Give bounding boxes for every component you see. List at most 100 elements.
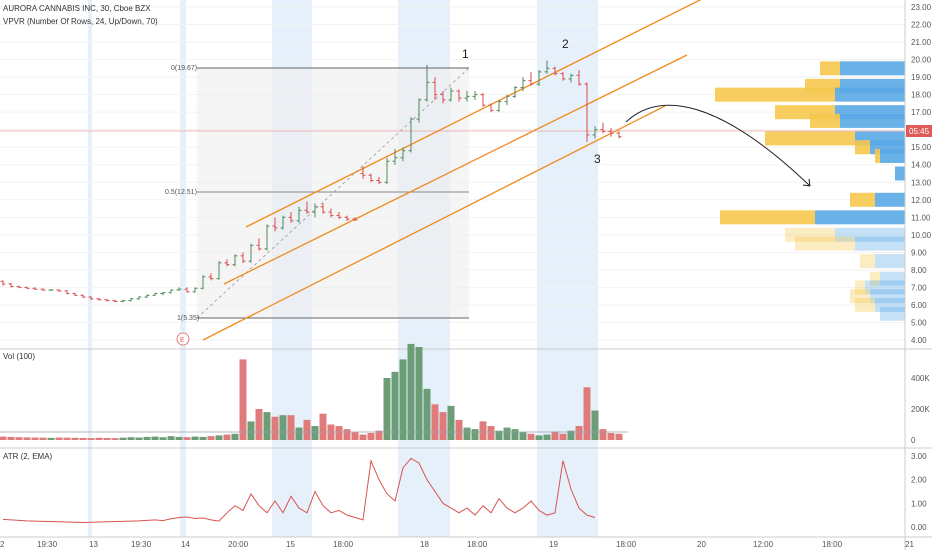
price-tick-0: 4.00 <box>911 336 927 345</box>
candle-11 <box>88 296 94 300</box>
volume-bar-65 <box>519 432 527 440</box>
volume-profile <box>715 61 905 321</box>
candle-14 <box>112 299 118 303</box>
candle-66 <box>528 71 534 86</box>
candle-74 <box>592 126 598 139</box>
last-price-badge-label: 05:45 <box>909 127 930 136</box>
volume-bar-13 <box>103 437 111 440</box>
candle-54 <box>432 77 438 100</box>
vp-down-6 <box>855 140 870 155</box>
vp-down-7 <box>875 148 880 163</box>
volume-bar-32 <box>255 409 263 440</box>
time-tick-3: 19:30 <box>131 540 152 549</box>
price-tick-8: 12.00 <box>911 196 932 205</box>
price-tick-9: 13.00 <box>911 178 932 187</box>
candle-32 <box>256 238 262 251</box>
volume-tick-1: 200K <box>911 405 930 414</box>
time-tick-4: 14 <box>181 540 190 549</box>
volume-bar-27 <box>215 435 223 440</box>
volume-bar-71 <box>567 430 575 440</box>
regression-channel[interactable] <box>202 0 710 341</box>
channel-mid-line <box>223 54 688 285</box>
volume-bar-12 <box>95 437 103 440</box>
volume-bar-77 <box>615 433 623 440</box>
volume-bar-47 <box>375 430 383 440</box>
candle-2 <box>16 285 22 289</box>
candle-34 <box>272 217 278 232</box>
price-tick-18: 22.00 <box>911 21 932 30</box>
price-tick-11: 15.00 <box>911 143 932 152</box>
chart-title: AURORA CANNABIS INC, 30, Cboe BZX <box>3 4 151 13</box>
volume-bar-8 <box>63 437 71 440</box>
candle-61 <box>488 103 494 113</box>
highlight-band-4 <box>537 0 598 537</box>
candle-50 <box>400 147 406 162</box>
candle-60 <box>480 92 486 107</box>
candle-67 <box>536 70 542 86</box>
volume-bar-50 <box>399 359 407 440</box>
volume-bar-76 <box>607 433 615 440</box>
time-tick-7: 18:00 <box>333 540 354 549</box>
volume-tick-0: 400K <box>911 374 930 383</box>
forecast-arrow[interactable] <box>625 104 811 187</box>
volume-bar-21 <box>167 436 175 440</box>
candle-21 <box>168 289 174 294</box>
candle-17 <box>136 296 142 300</box>
candle-51 <box>408 117 414 153</box>
vp-up-10 <box>815 210 905 225</box>
volume-bars <box>0 343 623 440</box>
candle-1 <box>8 283 14 288</box>
volume-bar-45 <box>359 434 367 440</box>
candle-72 <box>576 70 582 86</box>
volume-bar-11 <box>87 438 95 440</box>
vp-up-8 <box>895 166 905 181</box>
candle-27 <box>216 261 222 280</box>
candle-57 <box>456 89 462 102</box>
earnings-marker[interactable]: E <box>176 332 190 346</box>
vp-down-4 <box>810 113 840 128</box>
candle-0 <box>0 280 6 286</box>
volume-bar-0 <box>0 436 7 440</box>
fib-retracement[interactable]: 0(19.67) 0.5(12.51) 1(5.35) <box>165 65 470 322</box>
vp-down-2 <box>715 87 835 102</box>
volume-bar-26 <box>207 436 215 440</box>
candle-8 <box>64 290 70 295</box>
vp-down-13 <box>860 254 875 269</box>
volume-bar-62 <box>495 430 503 440</box>
time-tick-13: 12:00 <box>753 540 774 549</box>
volume-bar-67 <box>535 435 543 440</box>
volume-bar-10 <box>79 437 87 440</box>
volume-bar-60 <box>479 421 487 440</box>
fib-label-mid: 0.5(12.51) <box>165 189 197 196</box>
volume-bar-53 <box>423 388 431 440</box>
candle-63 <box>504 94 510 106</box>
volume-bar-29 <box>231 433 239 440</box>
candle-38 <box>304 201 310 214</box>
candle-49 <box>392 148 398 165</box>
volume-bar-68 <box>543 434 551 440</box>
candle-6 <box>48 289 54 291</box>
atr-polyline <box>2 457 596 524</box>
candle-26 <box>208 273 214 281</box>
candle-9 <box>72 292 78 297</box>
volume-bar-42 <box>335 426 343 440</box>
candle-22 <box>176 287 182 291</box>
volume-bar-17 <box>135 437 143 440</box>
time-tick-14: 18:00 <box>822 540 843 549</box>
candle-44 <box>352 217 358 221</box>
time-tick-11: 18:00 <box>616 540 637 549</box>
volume-bar-3 <box>23 437 31 440</box>
volume-bar-75 <box>599 429 607 440</box>
volume-bar-54 <box>431 404 439 440</box>
wave-label-1: 1 <box>462 47 469 61</box>
price-tick-10: 14.00 <box>911 161 932 170</box>
volume-axis-ticks: 400K 200K 0 <box>911 374 930 445</box>
candle-36 <box>288 212 294 223</box>
candle-65 <box>520 77 526 92</box>
candle-15 <box>120 299 126 303</box>
candle-59 <box>472 91 478 100</box>
volume-tick-2: 0 <box>911 436 916 445</box>
candle-68 <box>544 60 550 74</box>
volume-bar-51 <box>407 343 415 440</box>
